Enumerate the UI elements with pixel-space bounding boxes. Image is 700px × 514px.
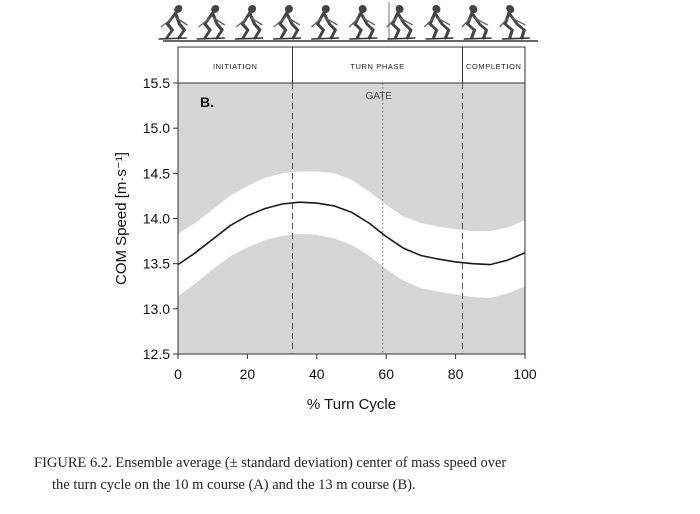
phase-label: TURN PHASE [350,62,404,71]
y-tick-label: 15.5 [143,75,170,91]
phase-box-1: INITIATION [177,46,294,84]
y-tick-label: 14.0 [143,211,170,227]
x-tick-label: 100 [513,366,537,382]
y-tick-label: 13.5 [143,256,170,272]
skier-sequence-icon [158,2,538,42]
phase-box-3: COMPLETION [462,46,526,84]
figure-caption: FIGURE 6.2. Ensemble average (± standard… [34,452,674,496]
caption-line-2: the turn cycle on the 10 m course (A) an… [52,477,416,493]
mean-line [177,201,526,266]
phase-header: INITIATION TURN PHASE COMPLETION [177,46,526,84]
std-band [178,171,525,298]
x-tick-label: 0 [174,366,182,382]
gate-label: GATE [365,91,392,102]
x-tick-label: 60 [378,366,394,382]
y-tick-label: 14.5 [143,165,170,181]
panel-label: B. [200,94,214,110]
phase-label: INITIATION [213,62,258,71]
x-axis-label: % Turn Cycle [307,396,396,413]
y-tick-label: 12.5 [143,346,170,362]
x-axis: 0 20 40 60 80 100 [174,354,537,382]
y-axis-label: COM Speed [m·s⁻¹] [113,152,130,285]
x-tick-label: 20 [240,366,256,382]
y-tick-label: 13.0 [143,301,170,317]
phase-dividers [292,83,464,354]
x-tick-label: 40 [309,366,325,382]
y-tick-label: 15.0 [143,120,170,136]
caption-line-1: FIGURE 6.2. Ensemble average (± standard… [34,455,507,471]
phase-box-2: TURN PHASE [292,46,464,84]
x-tick-label: 80 [448,366,464,382]
y-axis: 12.5 13.0 13.5 14.0 14.5 15.0 15.5 [143,75,178,362]
phase-label: COMPLETION [466,62,522,71]
